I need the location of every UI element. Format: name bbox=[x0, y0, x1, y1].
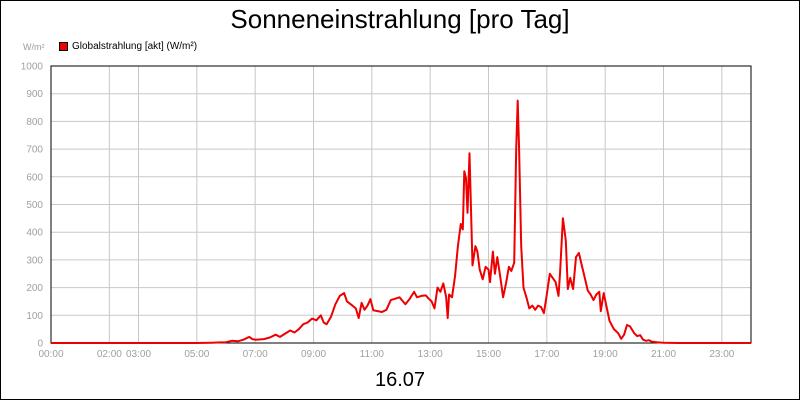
x-tick-label: 17:00 bbox=[534, 349, 559, 360]
x-tick-label: 00:00 bbox=[38, 349, 63, 360]
x-tick-label: 07:00 bbox=[243, 349, 268, 360]
x-tick-label: 09:00 bbox=[301, 349, 326, 360]
x-tick-label: 19:00 bbox=[593, 349, 618, 360]
x-tick-label: 05:00 bbox=[184, 349, 209, 360]
legend-swatch bbox=[59, 41, 68, 51]
series-line bbox=[51, 99, 751, 344]
x-tick-label: 11:00 bbox=[360, 349, 385, 360]
x-tick-label: 03:00 bbox=[126, 349, 151, 360]
x-tick-label: 23:00 bbox=[709, 349, 734, 360]
y-unit-label: W/m² bbox=[23, 42, 45, 52]
legend-label: Globalstrahlung [akt] (W/m²) bbox=[72, 40, 198, 52]
plot-border bbox=[50, 65, 752, 344]
y-tick-label: 100 bbox=[26, 311, 43, 322]
y-tick-label: 900 bbox=[26, 89, 43, 100]
y-tick-label: 300 bbox=[26, 255, 43, 266]
y-tick-label: 200 bbox=[26, 283, 43, 294]
y-tick-label: 600 bbox=[26, 172, 43, 183]
y-tick-label: 700 bbox=[26, 145, 43, 156]
y-tick-label: 500 bbox=[26, 200, 43, 211]
y-tick-label: 1000 bbox=[21, 62, 44, 73]
x-tick-label: 13:00 bbox=[418, 349, 443, 360]
y-tick-label: 0 bbox=[37, 339, 43, 350]
date-label: 16.07 bbox=[374, 369, 426, 391]
y-tick-label: 800 bbox=[26, 117, 43, 128]
y-tick-label: 400 bbox=[26, 228, 43, 239]
chart-title: Sonneneinstrahlung [pro Tag] bbox=[230, 4, 570, 34]
x-tick-label: 02:00 bbox=[97, 349, 122, 360]
x-tick-label: 15:00 bbox=[476, 349, 501, 360]
legend: Globalstrahlung [akt] (W/m²) bbox=[59, 39, 197, 53]
x-tick-label: 21:00 bbox=[651, 349, 676, 360]
